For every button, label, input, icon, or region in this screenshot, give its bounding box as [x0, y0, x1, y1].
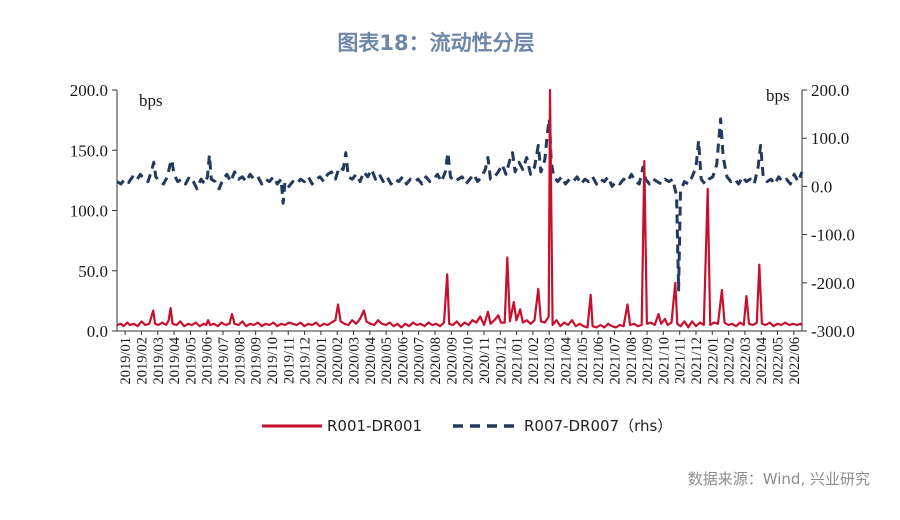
x-tick-label: 2021/09 [640, 337, 656, 385]
series-r007-dr007-line [116, 117, 804, 292]
x-tick-label: 2019/03 [151, 337, 167, 385]
x-tick-label: 2020/02 [330, 337, 346, 385]
series-r001-dr001-line [116, 88, 803, 329]
left-tick-label: 200.0 [70, 81, 108, 100]
series-layer [116, 88, 804, 329]
right-unit-label: bps [766, 86, 790, 105]
x-tick-label: 2021/11 [673, 337, 689, 384]
x-tick-label: 2019/12 [298, 337, 314, 385]
right-tick-label: 100.0 [811, 129, 849, 148]
x-tick-label: 2020/10 [461, 337, 477, 385]
x-tick-label: 2019/08 [232, 337, 248, 385]
x-tick-label: 2021/01 [510, 337, 526, 385]
legend: R001-DR001 R007-DR007（rhs） [262, 417, 672, 435]
x-tick-label: 2021/12 [689, 337, 705, 385]
right-tick-label: 0.0 [811, 177, 832, 196]
right-tick-label: -200.0 [811, 274, 855, 293]
x-tick-label: 2019/02 [134, 337, 150, 385]
x-tick-label: 2022/06 [787, 337, 803, 385]
left-y-ticks: 0.0 50.0 100.0 150.0 200.0 [70, 81, 117, 341]
x-tick-label: 2022/01 [705, 337, 721, 385]
right-tick-label: -100.0 [811, 226, 855, 245]
x-tick-label: 2019/07 [216, 337, 232, 385]
left-tick-label: 150.0 [70, 141, 108, 160]
x-tick-label: 2020/06 [395, 337, 411, 385]
x-tick-label: 2022/05 [771, 337, 787, 385]
x-tick-label: 2020/08 [428, 337, 444, 385]
x-tick-label: 2019/01 [118, 337, 134, 385]
right-y-ticks: -300.0 -200.0 -100.0 0.0 100.0 200.0 [802, 81, 855, 341]
x-tick-label: 2021/04 [559, 336, 575, 384]
x-tick-label: 2020/01 [314, 337, 330, 385]
x-tick-label: 2021/07 [607, 337, 623, 385]
chart-title: 图表18：流动性分层 [337, 31, 534, 55]
x-tick-label: 2019/11 [281, 337, 297, 384]
x-tick-label: 2020/05 [379, 337, 395, 385]
x-tick-label: 2020/07 [412, 337, 428, 385]
x-tick-label: 2022/02 [722, 337, 738, 385]
left-tick-label: 0.0 [87, 322, 108, 341]
x-tick-label: 2020/03 [346, 337, 362, 385]
x-tick-label: 2019/09 [249, 337, 265, 385]
x-tick-label: 2021/10 [656, 337, 672, 385]
left-unit-label: bps [139, 91, 163, 110]
source-note: 数据来源：Wind, 兴业研究 [688, 470, 870, 488]
right-tick-label: -300.0 [811, 322, 855, 341]
legend-label-r007: R007-DR007（rhs） [524, 417, 672, 435]
x-tick-label: 2021/02 [526, 337, 542, 385]
left-tick-label: 100.0 [70, 202, 108, 221]
x-tick-label: 2021/08 [624, 337, 640, 385]
x-tick-label: 2020/04 [363, 336, 379, 384]
x-tick-label: 2019/04 [167, 336, 183, 384]
x-tick-label: 2021/06 [591, 337, 607, 385]
x-tick-label: 2019/05 [183, 337, 199, 385]
left-tick-label: 50.0 [78, 262, 108, 281]
x-tick-label: 2021/05 [575, 337, 591, 385]
x-tick-label: 2020/09 [444, 337, 460, 385]
legend-label-r001: R001-DR001 [327, 417, 422, 435]
x-tick-label: 2022/03 [738, 337, 754, 385]
x-ticks: 2019/01 2019/02 2019/03 2019/04 2019/05 2019/… [118, 331, 803, 385]
x-tick-label: 2020/11 [477, 337, 493, 384]
x-tick-label: 2019/06 [200, 337, 216, 385]
x-tick-label: 2020/12 [493, 337, 509, 385]
x-tick-label: 2019/10 [265, 337, 281, 385]
x-tick-label: 2022/04 [754, 336, 770, 384]
plot-area: 0.0 50.0 100.0 150.0 200.0 -300.0 -200.0 -100.… [70, 81, 855, 385]
right-tick-label: 200.0 [811, 81, 849, 100]
x-tick-label: 2021/03 [542, 337, 558, 385]
